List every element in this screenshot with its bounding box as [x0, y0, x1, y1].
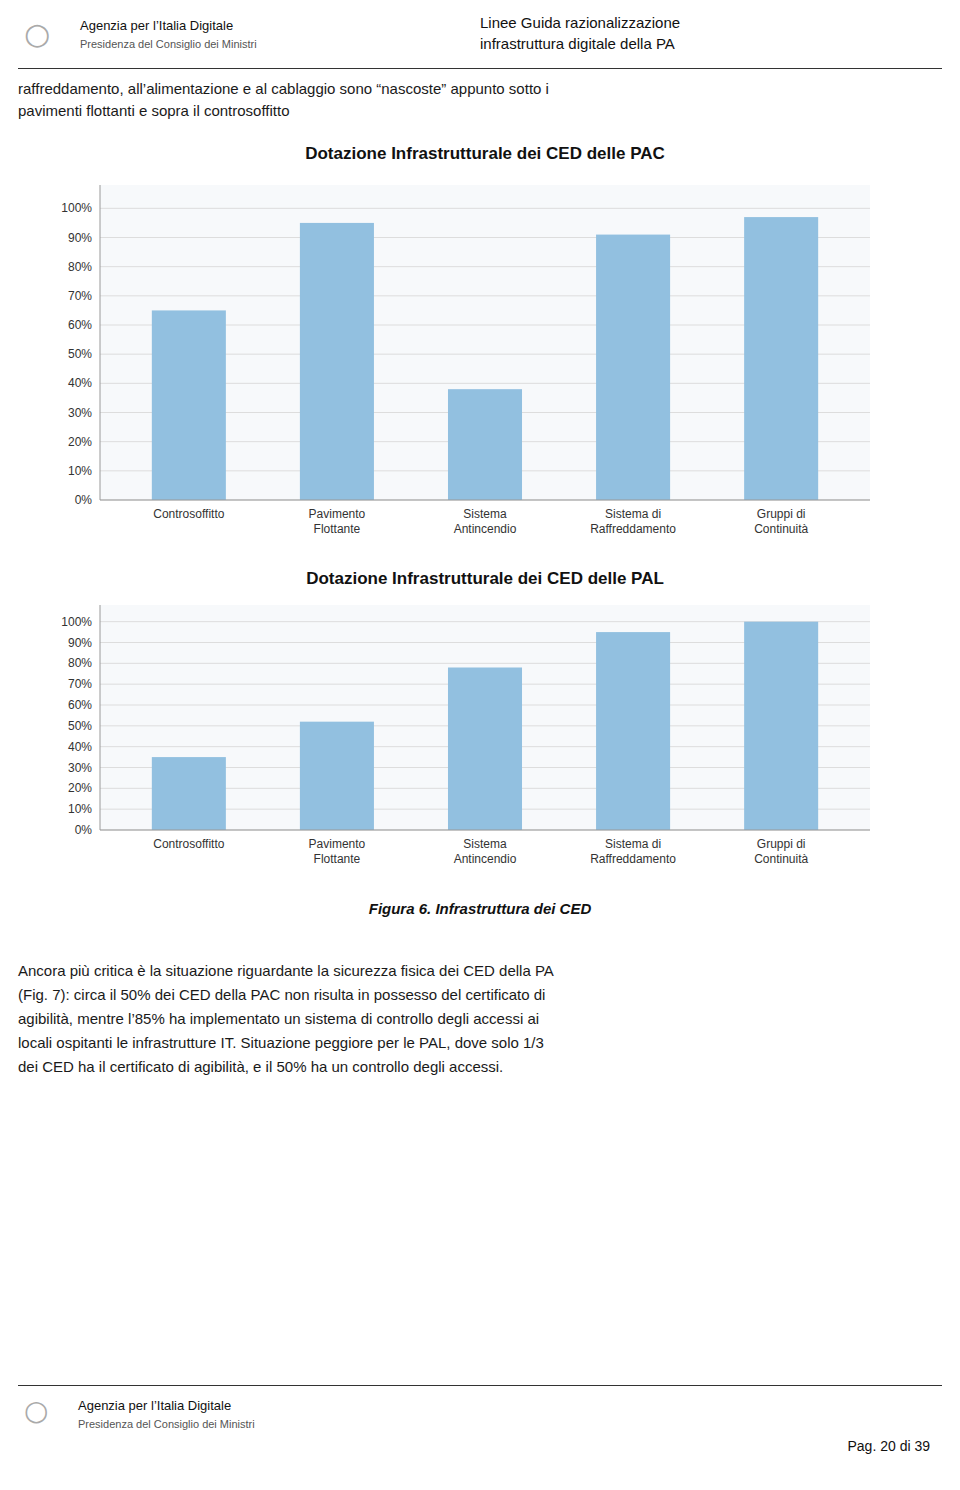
bar [152, 757, 226, 830]
body-text: agibilità, mentre l’85% ha implementato … [18, 1010, 539, 1028]
y-tick-label: 10% [68, 464, 92, 478]
y-tick-label: 60% [68, 318, 92, 332]
logo: ○ [24, 16, 50, 52]
y-tick-label: 40% [68, 740, 92, 754]
y-tick-label: 70% [68, 289, 92, 303]
chart-title: Dotazione Infrastrutturale dei CED delle… [306, 569, 664, 588]
grid-line [100, 830, 870, 831]
x-tick-label: Controsoffitto [153, 507, 224, 521]
y-tick-label: 50% [68, 719, 92, 733]
logo: ○ [24, 1394, 48, 1428]
y-tick-label: 70% [68, 677, 92, 691]
y-tick-label: 80% [68, 260, 92, 274]
body-text: Ancora più critica è la situazione rigua… [18, 962, 554, 980]
grid-line [100, 208, 870, 209]
bar [448, 389, 522, 500]
body-text: (Fig. 7): circa il 50% dei CED della PAC… [18, 986, 545, 1004]
y-tick-label: 10% [68, 802, 92, 816]
bar [744, 622, 818, 830]
y-tick-label: 50% [68, 347, 92, 361]
y-tick-label: 80% [68, 656, 92, 670]
chart-title: Dotazione Infrastrutturale dei CED delle… [305, 144, 665, 163]
x-tick-label: Gruppi diContinuità [754, 507, 808, 536]
body-text: dei CED ha il certificato di agibilità, … [18, 1058, 503, 1076]
y-tick-label: 30% [68, 761, 92, 775]
y-tick-label: 30% [68, 406, 92, 420]
bar [596, 632, 670, 830]
y-tick-label: 20% [68, 435, 92, 449]
header-sub: Presidenza del Consiglio dei Ministri [80, 38, 257, 51]
plot-background [100, 185, 870, 500]
y-tick-label: 90% [68, 636, 92, 650]
caption: Figura 6. Infrastruttura dei CED [0, 900, 960, 918]
x-tick-label: PavimentoFlottante [309, 837, 366, 866]
footer-divider [18, 1385, 942, 1386]
y-tick-label: 20% [68, 781, 92, 795]
y-axis-line [100, 185, 101, 500]
header-title: Linee Guida razionalizzazione [480, 14, 680, 32]
y-tick-label: 100% [61, 615, 92, 629]
bar [300, 722, 374, 830]
plot-background [100, 605, 870, 830]
bar [596, 235, 670, 500]
page-number: Pag. 20 di 39 [847, 1438, 930, 1455]
x-tick-label: Sistema diRaffreddamento [590, 837, 676, 866]
footer-org: Agenzia per l’Italia Digitale [78, 1398, 231, 1414]
x-tick-label: Gruppi diContinuità [754, 837, 808, 866]
x-tick-label: PavimentoFlottante [309, 507, 366, 536]
x-tick-label: SistemaAntincendio [454, 507, 517, 536]
y-tick-label: 40% [68, 376, 92, 390]
body-text: locali ospitanti le infrastrutture IT. S… [18, 1034, 544, 1052]
y-tick-label: 0% [75, 823, 93, 837]
header-divider [18, 68, 942, 69]
y-tick-label: 90% [68, 231, 92, 245]
intro-text: pavimenti flottanti e sopra il controsof… [18, 102, 290, 120]
y-tick-label: 0% [75, 493, 93, 507]
intro-text: raffreddamento, all’alimentazione e al c… [18, 80, 549, 98]
y-tick-label: 100% [61, 201, 92, 215]
bar [744, 217, 818, 500]
bar [152, 310, 226, 500]
y-axis-line [100, 605, 101, 830]
x-tick-label: SistemaAntincendio [454, 837, 517, 866]
chart: Dotazione Infrastrutturale dei CED delle… [0, 560, 960, 890]
y-tick-label: 60% [68, 698, 92, 712]
x-tick-label: Sistema diRaffreddamento [590, 507, 676, 536]
grid-line [100, 500, 870, 501]
x-axis-line [100, 830, 870, 831]
bars [152, 217, 818, 500]
bar [448, 668, 522, 831]
x-axis-line [100, 500, 870, 501]
bars [152, 622, 818, 830]
header-org: Agenzia per l’Italia Digitale [80, 18, 233, 34]
footer-sub: Presidenza del Consiglio dei Ministri [78, 1418, 255, 1431]
header-title: infrastruttura digitale della PA [480, 35, 675, 53]
bar [300, 223, 374, 500]
chart: Dotazione Infrastrutturale dei CED delle… [0, 135, 960, 555]
x-tick-label: Controsoffitto [153, 837, 224, 851]
